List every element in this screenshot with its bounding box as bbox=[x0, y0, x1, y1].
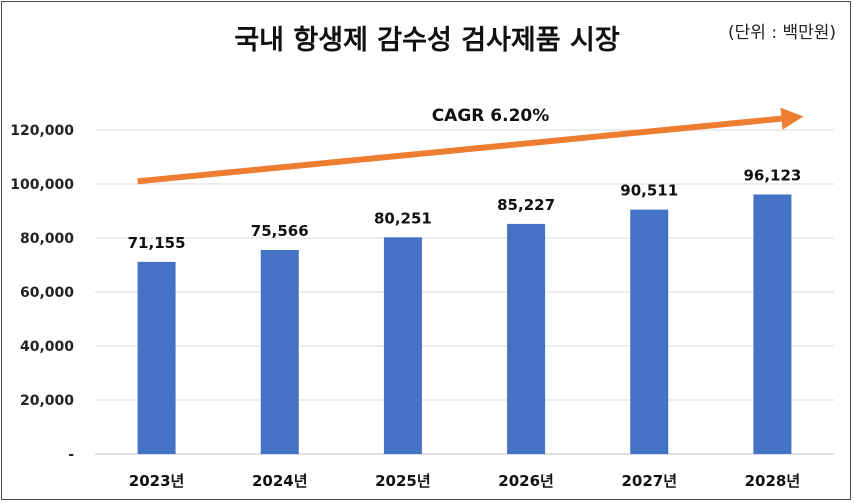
bar bbox=[383, 237, 422, 454]
chart-title: 국내 항생제 감수성 검사제품 시장 bbox=[234, 25, 620, 56]
bar bbox=[630, 209, 669, 454]
y-tick-label: 100,000 bbox=[10, 177, 74, 193]
y-tick-label: 40,000 bbox=[20, 339, 74, 355]
cagr-label: CAGR 6.20% bbox=[432, 106, 550, 126]
x-tick-label: 2027년 bbox=[621, 472, 677, 490]
data-label: 85,227 bbox=[497, 196, 555, 214]
data-label: 75,566 bbox=[251, 222, 309, 240]
x-tick-label: 2024년 bbox=[252, 472, 308, 490]
data-label: 90,511 bbox=[620, 182, 678, 200]
data-label: 80,251 bbox=[374, 209, 432, 227]
data-label: 71,155 bbox=[128, 234, 186, 252]
bar bbox=[753, 194, 792, 454]
y-tick-label: 20,000 bbox=[20, 393, 74, 409]
y-tick-label: 80,000 bbox=[20, 231, 74, 247]
cagr-arrow-head bbox=[780, 107, 804, 130]
x-tick-label: 2025년 bbox=[375, 472, 431, 490]
unit-label: (단위 : 백만원) bbox=[728, 23, 836, 43]
bar bbox=[137, 261, 176, 454]
data-label: 96,123 bbox=[743, 166, 801, 184]
cagr-arrow-line bbox=[137, 115, 782, 185]
y-tick-label: 60,000 bbox=[20, 285, 74, 301]
bar bbox=[507, 223, 546, 454]
y-tick-label: 120,000 bbox=[10, 123, 74, 139]
bar bbox=[260, 249, 299, 454]
x-tick-label: 2028년 bbox=[745, 472, 801, 490]
x-tick-label: 2026년 bbox=[498, 472, 554, 490]
y-tick-label: - bbox=[68, 447, 74, 463]
x-tick-label: 2023년 bbox=[129, 472, 185, 490]
